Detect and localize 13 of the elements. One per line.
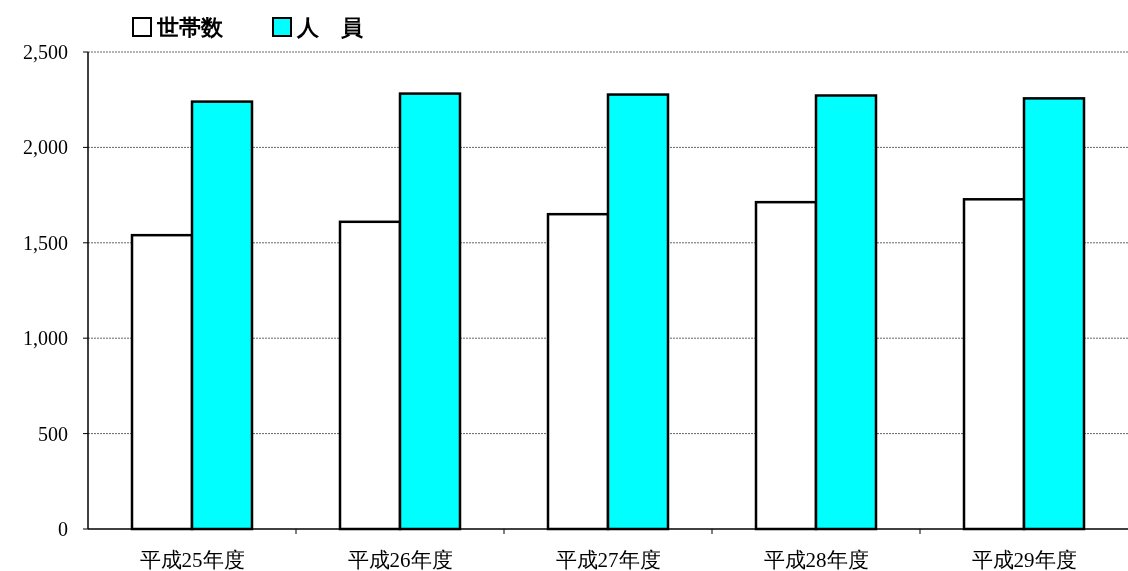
legend-label: 人 員 bbox=[296, 15, 363, 40]
x-tick-label: 平成25年度 bbox=[139, 548, 245, 571]
x-tick-label: 平成29年度 bbox=[971, 548, 1077, 571]
x-tick-label: 平成27年度 bbox=[555, 548, 661, 571]
x-tick-label: 平成26年度 bbox=[347, 548, 453, 571]
y-tick-label: 1,000 bbox=[23, 327, 68, 350]
x-tick-label: 平成28年度 bbox=[763, 548, 869, 571]
legend-label: 世帯数 bbox=[156, 15, 224, 40]
y-tick-label: 1,500 bbox=[23, 231, 68, 254]
y-tick-label: 2,500 bbox=[23, 41, 68, 63]
y-tick-label: 500 bbox=[38, 422, 68, 445]
y-tick-label: 0 bbox=[58, 518, 68, 540]
y-tick-label: 2,000 bbox=[23, 136, 68, 159]
